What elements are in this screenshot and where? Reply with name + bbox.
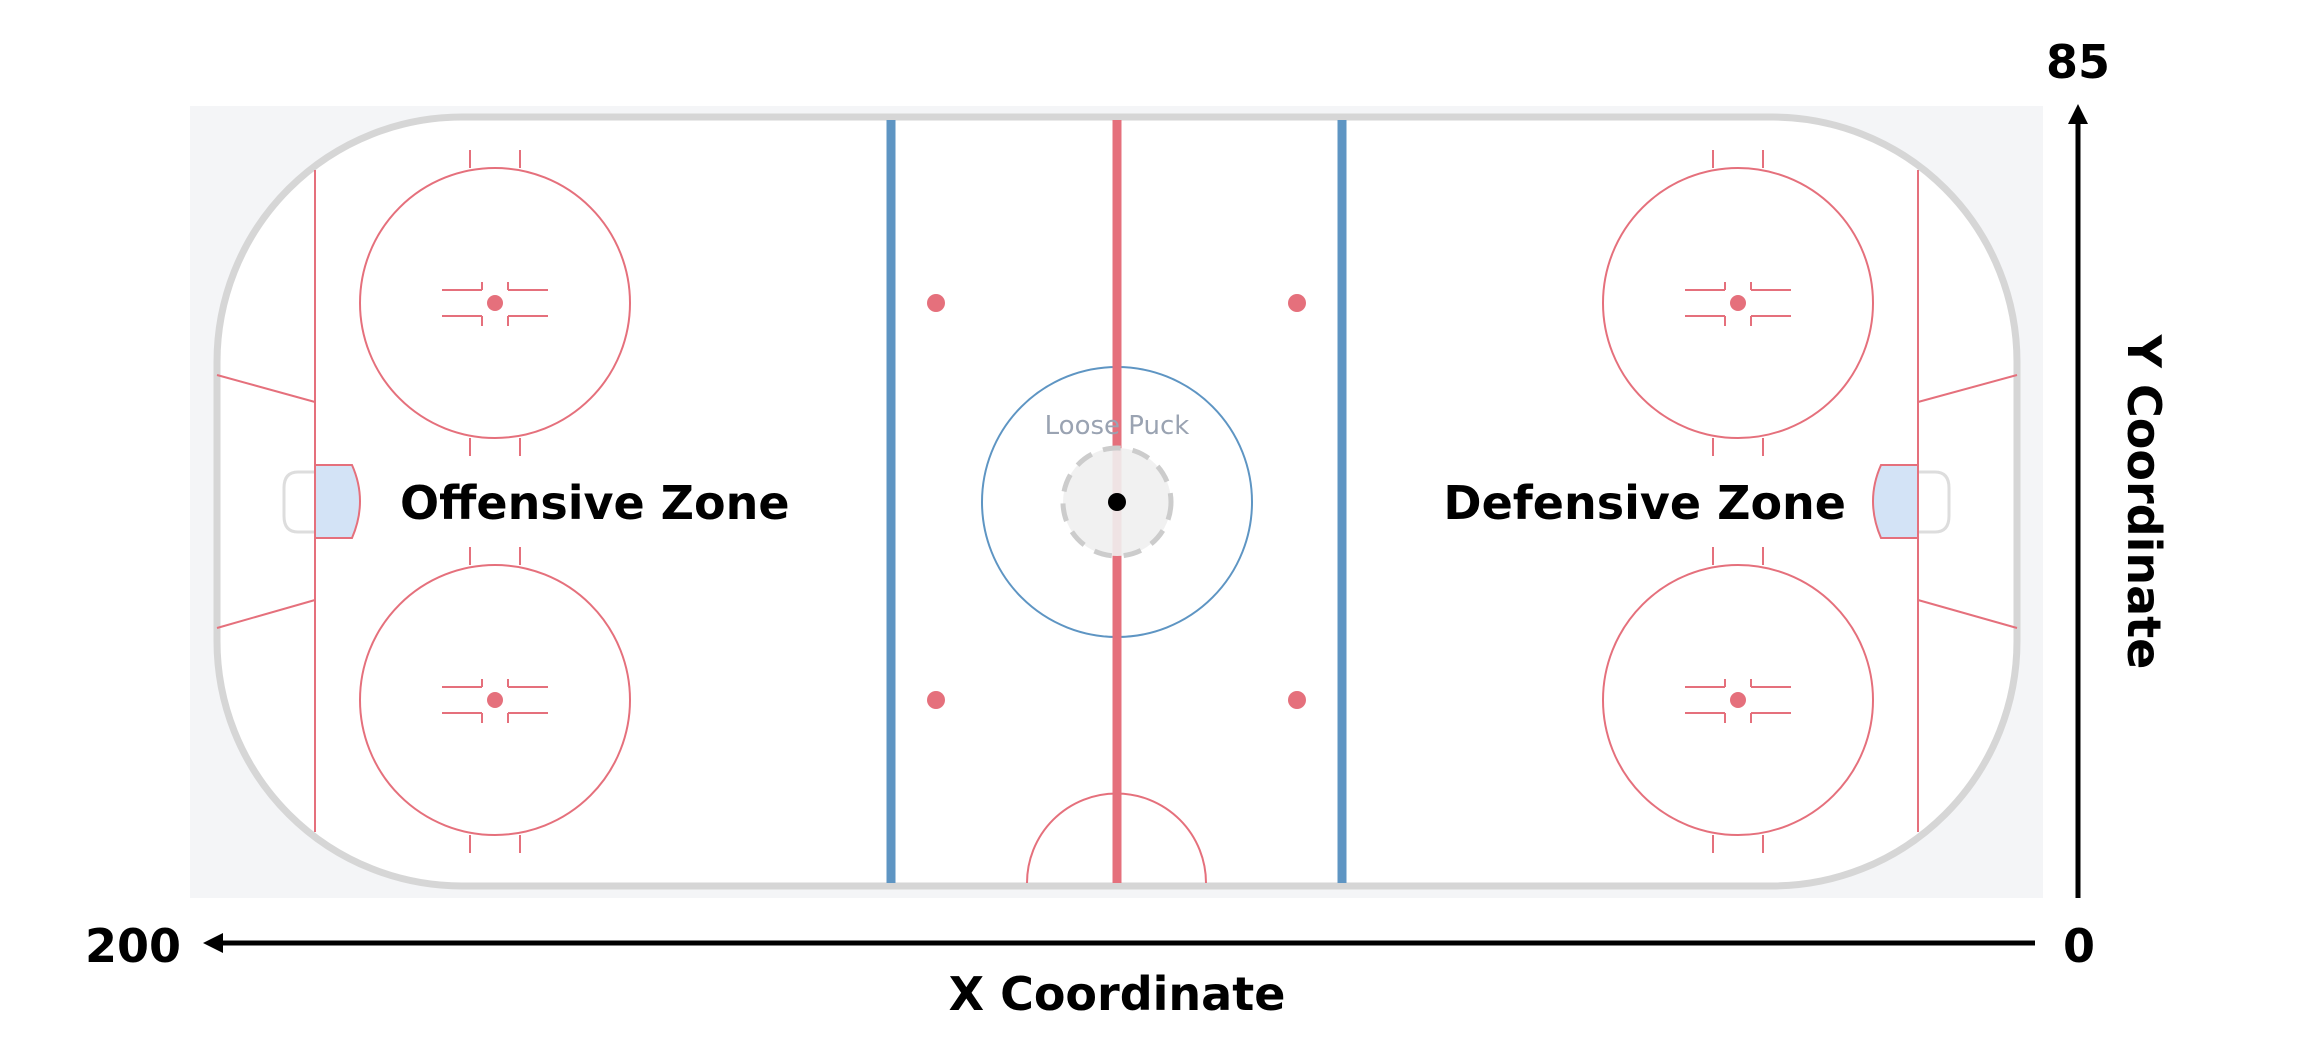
faceoff-dot-left-bottom (487, 692, 503, 708)
neutral-dot-right-top (1288, 294, 1306, 312)
y-axis-label: Y Coordinate (2117, 334, 2171, 670)
offensive-zone-label: Offensive Zone (400, 476, 790, 530)
x-axis-left-value: 200 (85, 919, 181, 973)
puck-marker (1108, 493, 1126, 511)
neutral-dot-right-bottom (1288, 691, 1306, 709)
faceoff-circle-right-top (1602, 150, 1874, 456)
faceoff-dot-left-top (487, 295, 503, 311)
y-axis-arrowhead (2068, 104, 2088, 124)
faceoff-circle-left-bottom (359, 547, 631, 853)
right-goal-crease (1872, 464, 1919, 539)
faceoff-circle-right-bottom (1602, 547, 1874, 853)
loose-puck-label: Loose Puck (1045, 411, 1190, 441)
left-goal-net (282, 470, 315, 534)
neutral-dot-left-top (927, 294, 945, 312)
x-axis-label: X Coordinate (949, 967, 1286, 1021)
right-goal-net (1918, 470, 1951, 534)
right-trapezoid (1917, 374, 2018, 629)
left-trapezoid (216, 374, 316, 629)
defensive-zone-label: Defensive Zone (1443, 476, 1846, 530)
faceoff-circle-left-top (359, 150, 631, 456)
x-axis-arrowhead (203, 933, 223, 953)
x-axis-right-value: 0 (2063, 919, 2095, 973)
left-goal-crease (314, 464, 361, 539)
faceoff-dot-right-top (1730, 295, 1746, 311)
neutral-dot-left-bottom (927, 691, 945, 709)
y-axis-top-value: 85 (2046, 35, 2110, 89)
faceoff-dot-right-bottom (1730, 692, 1746, 708)
